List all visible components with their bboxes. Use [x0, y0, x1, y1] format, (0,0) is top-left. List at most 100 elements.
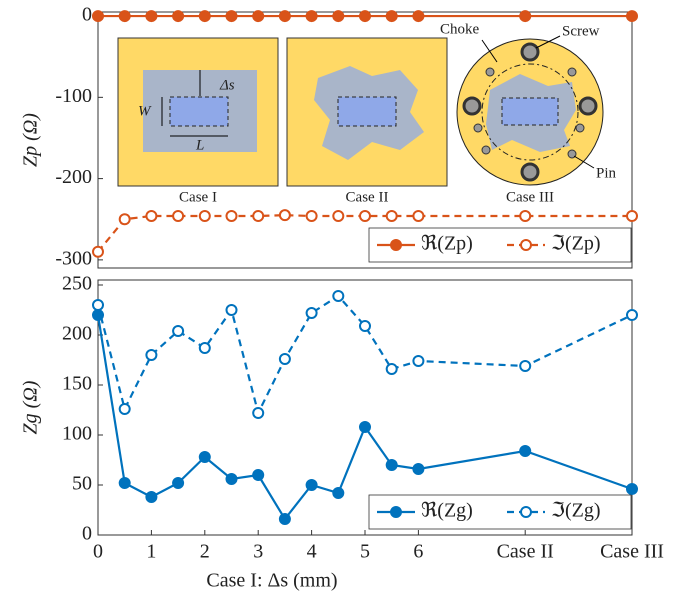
marker: [333, 211, 343, 221]
marker: [520, 211, 530, 221]
y-tick-label: 200: [62, 323, 92, 345]
marker: [200, 11, 210, 21]
annotation: L: [195, 137, 204, 153]
y-tick-label: -300: [55, 247, 92, 269]
marker: [227, 11, 237, 21]
marker: [280, 514, 290, 524]
legend-marker: [391, 240, 401, 250]
legend-marker: [521, 240, 531, 250]
marker: [387, 460, 397, 470]
marker: [360, 211, 370, 221]
marker: [387, 211, 397, 221]
marker: [333, 291, 343, 301]
marker: [173, 211, 183, 221]
marker: [93, 300, 103, 310]
annotation: W: [138, 103, 152, 119]
marker: [333, 488, 343, 498]
marker: [200, 211, 210, 221]
annotation: Case III: [506, 189, 554, 205]
marker: [520, 446, 530, 456]
y-tick-label: 150: [62, 373, 92, 395]
marker: [307, 211, 317, 221]
annotation: Screw: [562, 23, 600, 39]
marker: [333, 11, 343, 21]
marker: [307, 308, 317, 318]
marker: [360, 422, 370, 432]
y-tick-label: 0: [82, 4, 92, 26]
marker: [387, 364, 397, 374]
case3-slot: [502, 98, 558, 125]
annotation: Choke: [440, 21, 480, 37]
marker: [173, 326, 183, 336]
marker: [413, 211, 423, 221]
marker: [146, 492, 156, 502]
marker: [146, 211, 156, 221]
marker: [413, 464, 423, 474]
x-tick-label: Case III: [600, 541, 664, 563]
marker: [280, 354, 290, 364]
marker: [146, 11, 156, 21]
marker: [227, 474, 237, 484]
legend-marker: [521, 507, 531, 517]
x-tick-label: 4: [307, 541, 317, 563]
y-tick-label: -200: [55, 166, 92, 188]
marker: [280, 210, 290, 220]
x-tick-label: Case II: [497, 541, 554, 563]
x-tick-label: 3: [253, 541, 263, 563]
y-tick-label: 0: [82, 523, 92, 545]
marker: [413, 356, 423, 366]
annotation: Pin: [596, 165, 617, 181]
marker: [280, 11, 290, 21]
marker: [120, 11, 130, 21]
y-axis-label: Zg (Ω): [20, 380, 42, 434]
y-tick-label: 50: [72, 473, 92, 495]
marker: [227, 305, 237, 315]
series-line: [98, 296, 632, 413]
marker: [253, 408, 263, 418]
marker: [627, 310, 637, 320]
marker: [173, 478, 183, 488]
x-tick-label: 5: [360, 541, 370, 563]
marker: [520, 11, 530, 21]
marker: [520, 361, 530, 371]
annotation: Δs: [219, 77, 235, 93]
y-tick-label: 250: [62, 273, 92, 295]
marker: [307, 480, 317, 490]
y-tick-label: -100: [55, 85, 92, 107]
marker: [93, 11, 103, 21]
marker: [253, 11, 263, 21]
marker: [173, 11, 183, 21]
figure: -300-200-1000Zp (Ω)ℜ(Zp)ℑ(Zp)05010015020…: [0, 0, 697, 603]
legend-marker: [391, 507, 401, 517]
y-axis-label: Zp (Ω): [20, 113, 42, 167]
marker: [253, 470, 263, 480]
marker: [387, 11, 397, 21]
legend-label: ℜ(Zp): [421, 233, 473, 255]
x-tick-label: 0: [93, 541, 103, 563]
marker: [627, 484, 637, 494]
marker: [120, 478, 130, 488]
marker: [413, 11, 423, 21]
legend-label: ℑ(Zg): [551, 500, 600, 522]
y-tick-label: 100: [62, 423, 92, 445]
x-tick-label: 1: [146, 541, 156, 563]
marker: [307, 11, 317, 21]
x-tick-label: 6: [413, 541, 423, 563]
legend-label: ℑ(Zp): [551, 233, 600, 255]
x-tick-label: 2: [200, 541, 210, 563]
marker: [200, 452, 210, 462]
marker: [200, 343, 210, 353]
inset: Case I Case II Case III Δs W L Choke Scr…: [118, 21, 617, 205]
marker: [227, 211, 237, 221]
marker: [120, 404, 130, 414]
case2-slot: [338, 97, 396, 126]
marker: [253, 211, 263, 221]
marker: [360, 321, 370, 331]
annotation: Case II: [346, 189, 389, 205]
case1-slot: [170, 97, 228, 126]
annotation: Case I: [179, 189, 217, 205]
x-axis-label: Case I: Δs (mm): [206, 570, 337, 592]
marker: [360, 11, 370, 21]
marker: [120, 214, 130, 224]
marker: [146, 350, 156, 360]
